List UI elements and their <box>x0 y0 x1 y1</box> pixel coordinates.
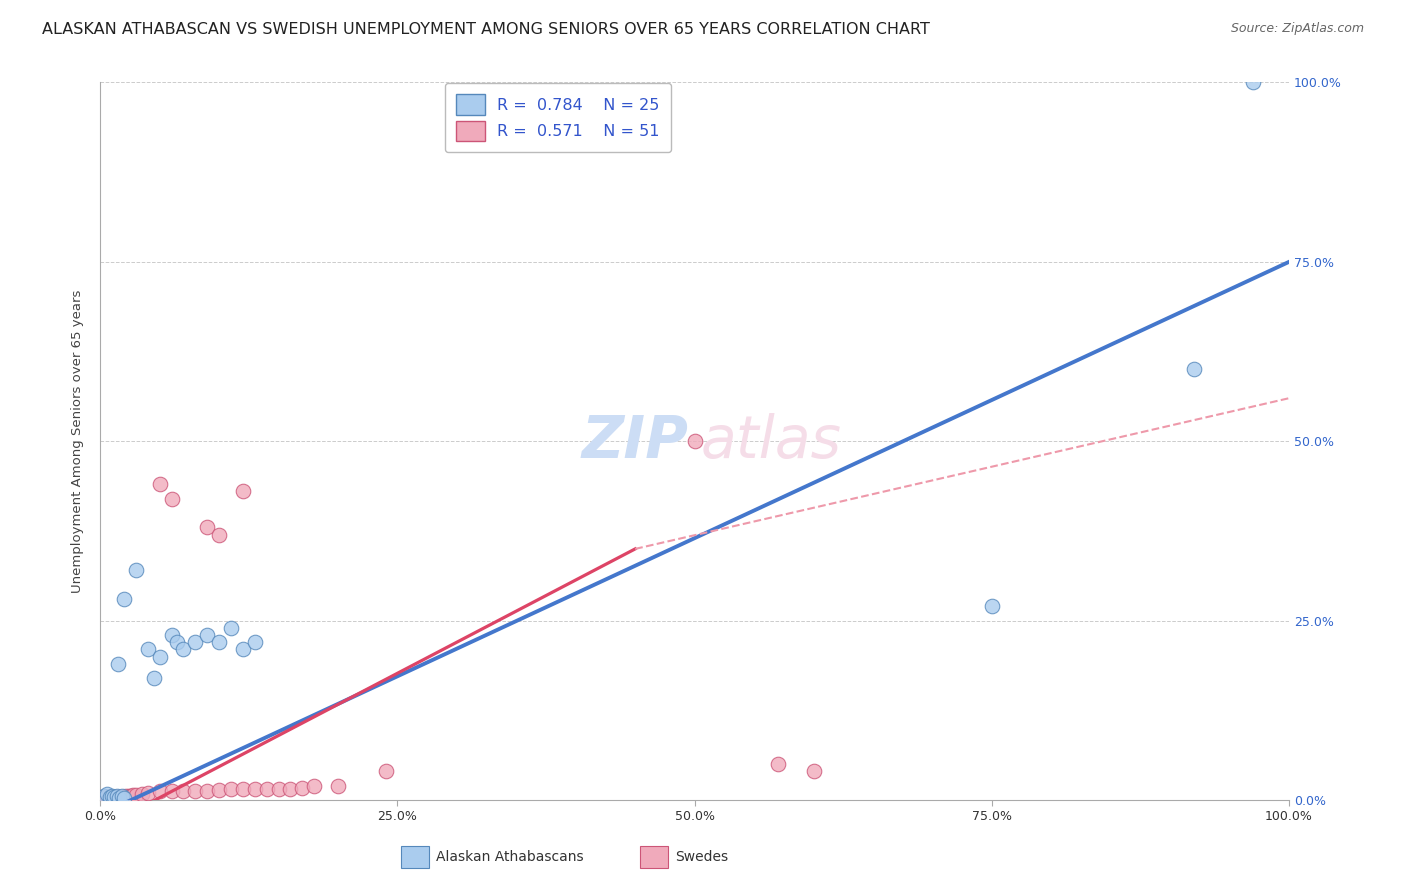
Text: ZIP: ZIP <box>582 413 689 470</box>
Point <box>1241 75 1264 89</box>
Point <box>195 520 218 534</box>
Point <box>142 671 165 685</box>
Point <box>120 789 142 803</box>
Point <box>110 790 132 805</box>
Point <box>105 789 128 803</box>
Point <box>160 491 183 506</box>
Text: Swedes: Swedes <box>675 850 728 864</box>
Point <box>125 788 148 802</box>
Point <box>149 784 172 798</box>
Point <box>104 791 127 805</box>
Point <box>110 789 132 804</box>
Point <box>115 789 138 804</box>
Text: Source: ZipAtlas.com: Source: ZipAtlas.com <box>1230 22 1364 36</box>
Point <box>232 484 254 499</box>
Point <box>112 790 135 805</box>
Point <box>184 635 207 649</box>
Point <box>208 527 231 541</box>
Point <box>160 784 183 798</box>
Point <box>184 783 207 797</box>
Point <box>98 790 121 805</box>
Point <box>243 782 266 797</box>
Text: Alaskan Athabascans: Alaskan Athabascans <box>436 850 583 864</box>
Point <box>96 790 118 805</box>
Point <box>111 791 134 805</box>
Point <box>122 788 145 802</box>
Point <box>107 657 129 671</box>
Point <box>1182 362 1205 376</box>
Point <box>149 649 172 664</box>
Point <box>195 628 218 642</box>
Point <box>136 786 159 800</box>
Point <box>94 790 117 805</box>
Text: atlas: atlas <box>700 413 842 470</box>
Point <box>103 791 125 805</box>
Point <box>766 757 789 772</box>
Point <box>172 642 194 657</box>
Point <box>302 779 325 793</box>
Point <box>93 789 115 804</box>
Point <box>107 791 129 805</box>
Point <box>280 781 302 796</box>
Point <box>108 791 131 805</box>
Point <box>256 781 278 796</box>
Point <box>96 787 118 801</box>
Point <box>101 789 124 803</box>
Point <box>105 790 128 805</box>
Point <box>100 791 122 805</box>
Point <box>683 434 706 449</box>
Point <box>374 764 396 779</box>
Point <box>96 791 118 805</box>
Point <box>803 764 825 779</box>
Point <box>108 790 131 805</box>
Point <box>125 563 148 577</box>
Point <box>243 635 266 649</box>
Point <box>101 790 124 805</box>
Text: ALASKAN ATHABASCAN VS SWEDISH UNEMPLOYMENT AMONG SENIORS OVER 65 YEARS CORRELATI: ALASKAN ATHABASCAN VS SWEDISH UNEMPLOYME… <box>42 22 929 37</box>
Point <box>112 791 135 805</box>
Point <box>232 781 254 796</box>
Point <box>326 779 349 793</box>
Point <box>90 791 112 805</box>
Point <box>195 783 218 797</box>
Point <box>118 789 141 804</box>
Point <box>136 642 159 657</box>
Point <box>98 790 121 805</box>
Point <box>208 783 231 797</box>
Legend: R =  0.784    N = 25, R =  0.571    N = 51: R = 0.784 N = 25, R = 0.571 N = 51 <box>444 83 671 153</box>
Point <box>103 790 125 805</box>
Point <box>232 642 254 657</box>
Point <box>110 791 132 805</box>
Point <box>208 635 231 649</box>
Point <box>97 791 120 805</box>
Point <box>219 782 242 797</box>
Point <box>172 784 194 798</box>
Point <box>91 790 114 805</box>
Point <box>980 599 1002 614</box>
Point <box>160 628 183 642</box>
Point <box>291 780 314 795</box>
Y-axis label: Unemployment Among Seniors over 65 years: Unemployment Among Seniors over 65 years <box>72 290 84 593</box>
Point <box>267 781 290 796</box>
Point <box>93 791 115 805</box>
Point <box>149 477 172 491</box>
Point <box>166 635 188 649</box>
Point <box>219 621 242 635</box>
Point <box>131 787 153 801</box>
Point <box>112 592 135 607</box>
Point <box>103 790 125 805</box>
